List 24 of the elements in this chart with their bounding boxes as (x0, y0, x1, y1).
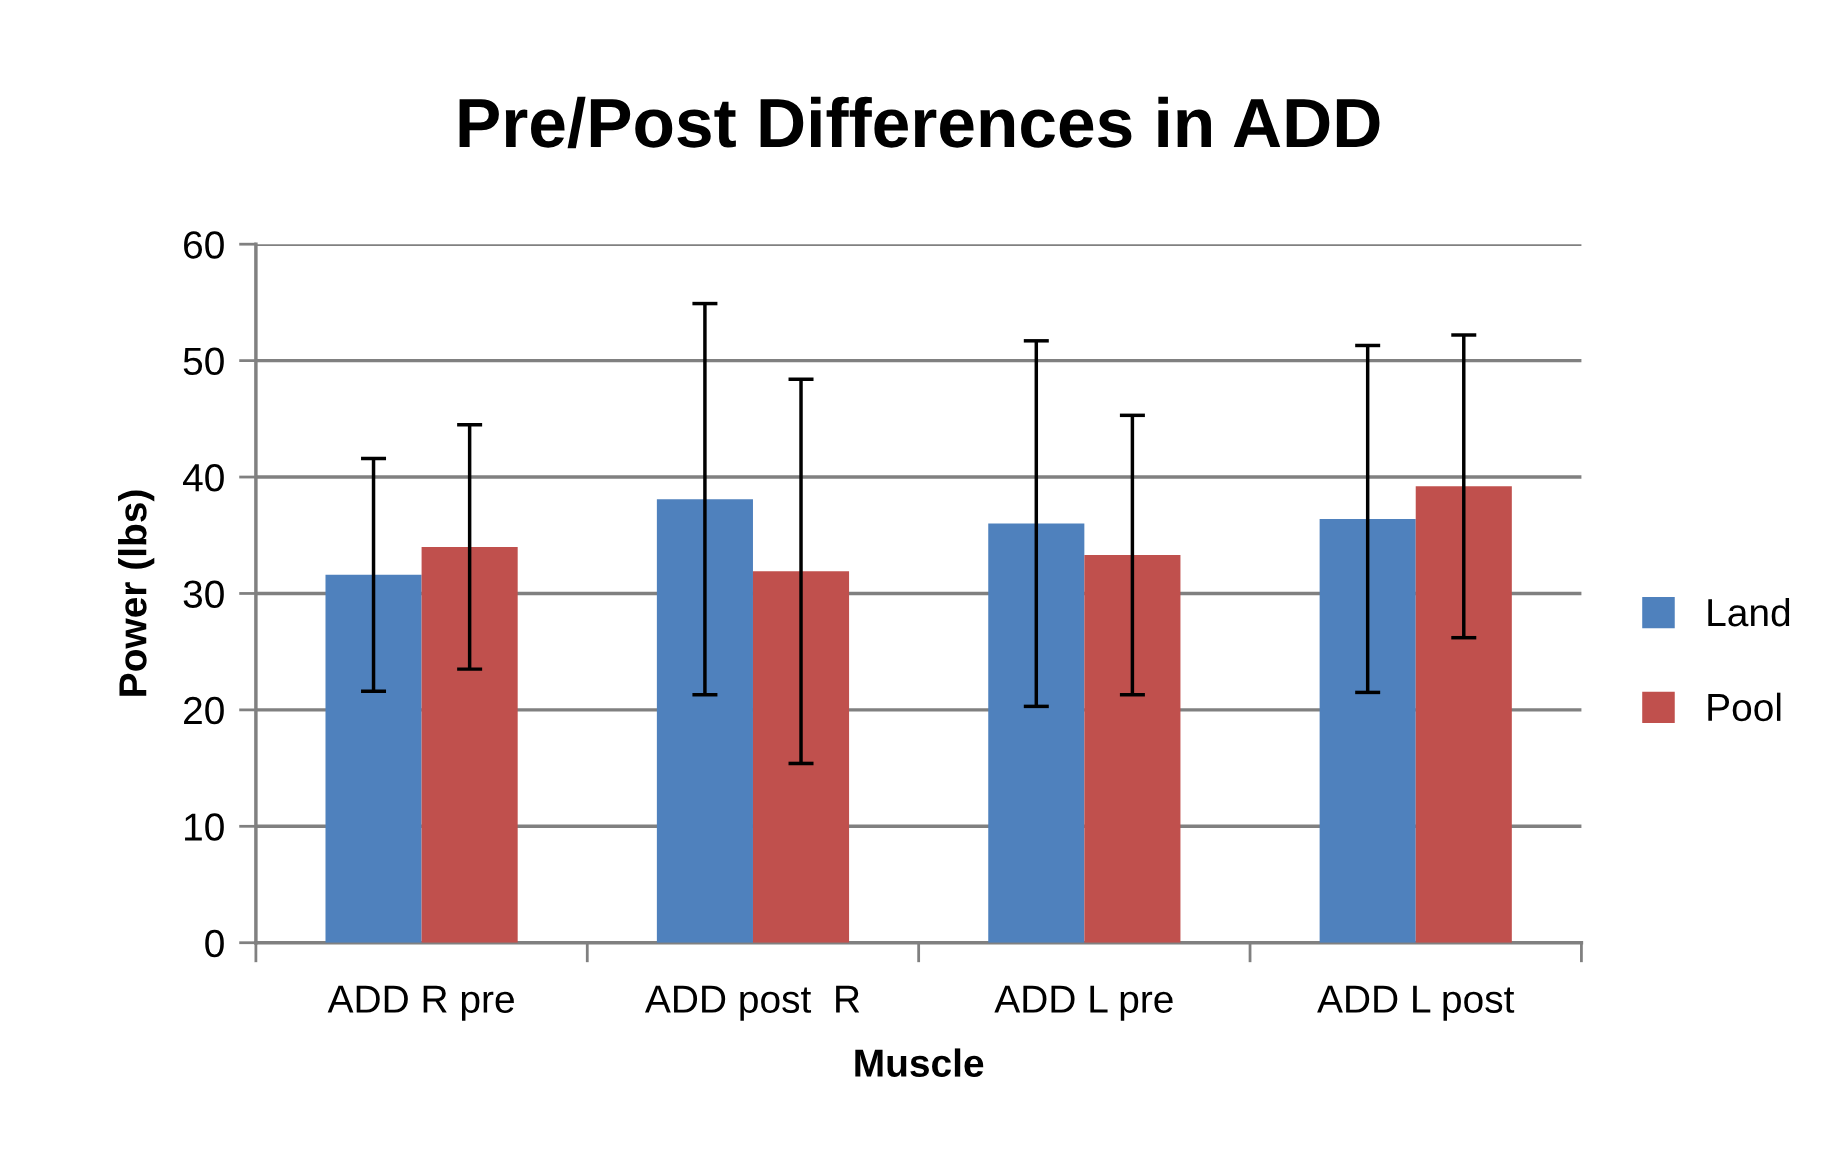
y-tick-label: 40 (182, 463, 224, 492)
y-tick-label: 0 (205, 929, 224, 958)
x-axis-title: Muscle (855, 1048, 984, 1077)
y-tick-label: 10 (185, 813, 224, 841)
y-tick-label: 30 (183, 580, 224, 608)
bar (421, 546, 518, 943)
bar (752, 571, 850, 943)
legend-label: Land (1708, 597, 1790, 627)
y-tick-label: 60 (184, 231, 224, 259)
bar (1415, 486, 1512, 943)
chart-title: Pre/Post Differences in ADD (459, 96, 1380, 149)
bar (656, 499, 753, 943)
y-tick-label: 20 (184, 696, 224, 725)
y-tick-label: 50 (183, 347, 224, 376)
bar (1084, 555, 1181, 943)
bar (325, 574, 422, 943)
legend-label: Pool (1708, 692, 1781, 722)
bar (1319, 518, 1416, 943)
x-tick-label: ADD R pre (327, 985, 514, 1021)
y-axis-title: Power (lbs) (118, 490, 155, 696)
x-tick-label: ADD L post (1317, 985, 1515, 1021)
x-tick-label: ADD post R (644, 985, 860, 1021)
x-tick-label: ADD L pre (994, 985, 1173, 1021)
bar (988, 523, 1085, 943)
